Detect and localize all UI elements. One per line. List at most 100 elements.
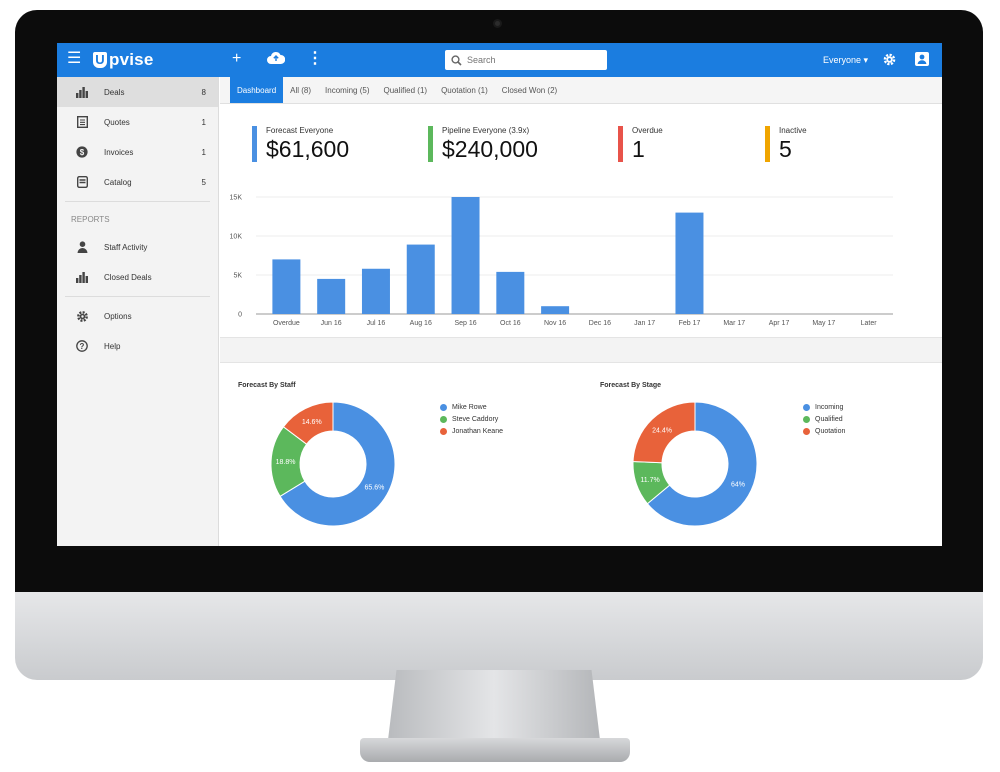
slice-label: 65.6% <box>365 485 385 492</box>
account-icon[interactable] <box>915 52 929 66</box>
sidebar-item-label: Deals <box>104 87 125 97</box>
gear-icon <box>75 309 89 323</box>
legend-dot <box>803 403 810 411</box>
tab-incoming[interactable]: Incoming (5) <box>325 85 370 95</box>
donut-stage-legend: Incoming Qualified Quotation <box>803 401 845 437</box>
kpi-pipeline[interactable]: Pipeline Everyone (3.9x) $240,000 <box>428 126 538 162</box>
sidebar-item-quotes[interactable]: Quotes 1 <box>57 107 218 137</box>
search-input[interactable] <box>467 55 597 65</box>
donut-staff-title: Forecast By Staff <box>238 382 296 389</box>
kpi-value: $61,600 <box>266 136 350 162</box>
legend-item[interactable]: Steve Caddory <box>440 413 503 425</box>
y-tick-label: 15K <box>230 195 243 202</box>
cloud-sync-icon[interactable] <box>267 51 286 70</box>
search-box[interactable] <box>445 50 607 70</box>
legend-label: Quotation <box>815 427 846 435</box>
sidebar-item-count: 5 <box>201 177 206 187</box>
x-tick-label: Dec 16 <box>589 320 611 327</box>
legend-item[interactable]: Qualified <box>803 413 845 425</box>
hamburger-menu-icon[interactable]: ☰ <box>67 50 82 67</box>
bar-chart-icon <box>75 85 89 99</box>
sidebar: Deals 8 Quotes 1 $ Invoices 1 Catalog 5 … <box>57 77 219 546</box>
bar[interactable] <box>272 259 301 314</box>
donut-slice[interactable] <box>282 402 334 445</box>
legend-dot <box>440 415 447 423</box>
tab-closed-won[interactable]: Closed Won (2) <box>501 85 558 95</box>
legend-item[interactable]: Quotation <box>803 425 845 437</box>
sidebar-item-closed-deals[interactable]: Closed Deals <box>57 262 218 292</box>
x-tick-label: Jun 16 <box>321 320 342 327</box>
camera-icon <box>493 19 502 28</box>
legend-label: Incoming <box>815 403 844 411</box>
bar[interactable] <box>541 306 570 314</box>
user-filter-dropdown[interactable]: Everyone ▾ <box>823 55 869 65</box>
monitor-stand-foot <box>360 738 630 762</box>
sidebar-item-staff-activity[interactable]: Staff Activity <box>57 232 218 262</box>
bar[interactable] <box>361 268 390 314</box>
x-tick-label: Jan 17 <box>634 320 655 327</box>
app-logo[interactable]: U pvise <box>93 49 153 71</box>
add-icon[interactable]: + <box>232 50 242 67</box>
logo-word: pvise <box>109 50 154 69</box>
legend-item[interactable]: Incoming <box>803 401 845 413</box>
bar[interactable] <box>451 197 480 314</box>
svg-text:?: ? <box>80 342 85 351</box>
tab-all[interactable]: All (8) <box>290 85 312 95</box>
more-options-icon[interactable]: ⋮ <box>307 50 323 67</box>
sidebar-item-options[interactable]: Options <box>57 301 218 331</box>
legend-label: Mike Rowe <box>452 403 487 411</box>
legend-dot <box>440 427 447 435</box>
x-tick-label: Feb 17 <box>679 320 701 327</box>
kpi-value: 5 <box>779 136 792 162</box>
slice-label: 11.7% <box>640 477 659 484</box>
x-tick-label: Oct 16 <box>500 320 521 327</box>
kpi-label: Inactive <box>779 126 807 135</box>
bar[interactable] <box>317 278 346 314</box>
kpi-inactive[interactable]: Inactive 5 <box>765 126 807 162</box>
forecast-bar-chart: 0 5K 10K 15K Overdue Jun 16 Jul 16 Aug 16 Sep 16… <box>230 195 893 327</box>
sidebar-item-label: Catalog <box>104 177 132 187</box>
bar[interactable] <box>675 212 704 314</box>
sidebar-item-help[interactable]: ? Help <box>57 331 218 361</box>
donut-slice[interactable] <box>646 402 758 527</box>
y-tick-label: 10K <box>230 234 243 241</box>
legend-item[interactable]: Jonathan Keane <box>440 425 503 437</box>
kpi-overdue[interactable]: Overdue 1 <box>618 126 663 162</box>
sidebar-item-invoices[interactable]: $ Invoices 1 <box>57 137 218 167</box>
kpi-forecast[interactable]: Forecast Everyone $61,600 <box>252 126 349 162</box>
tab-qualified[interactable]: Qualified (1) <box>383 85 428 95</box>
catalog-icon <box>75 175 89 189</box>
sidebar-item-label: Help <box>104 341 121 351</box>
x-tick-label: Later <box>861 320 878 327</box>
help-icon: ? <box>75 339 89 353</box>
kpi-value: $240,000 <box>442 136 538 162</box>
legend-item[interactable]: Mike Rowe <box>440 401 503 413</box>
settings-gear-icon[interactable] <box>882 52 897 72</box>
sidebar-item-catalog[interactable]: Catalog 5 <box>57 167 218 197</box>
tab-dashboard[interactable]: Dashboard <box>230 77 284 103</box>
legend-dot <box>803 427 810 435</box>
sidebar-item-deals[interactable]: Deals 8 <box>57 77 218 107</box>
top-bar: ☰ U pvise + ⋮ Everyone ▾ <box>57 43 942 77</box>
sidebar-item-label: Staff Activity <box>104 242 148 252</box>
sidebar-item-label: Options <box>104 311 132 321</box>
kpi-label: Forecast Everyone <box>266 126 334 135</box>
logo-mark: U <box>93 52 107 68</box>
x-tick-label: Mar 17 <box>723 320 745 327</box>
x-tick-label: Jul 16 <box>367 320 386 327</box>
donut-slice[interactable] <box>632 402 696 464</box>
monitor-stand-neck <box>388 670 600 740</box>
donut-slice[interactable] <box>279 402 396 527</box>
donut-chart-staff: 65.6% 18.8% 14.6% <box>270 402 396 527</box>
bar[interactable] <box>496 271 525 314</box>
slice-label: 24.4% <box>652 427 672 434</box>
sidebar-reports-heading: REPORTS <box>71 214 110 224</box>
legend-dot <box>803 415 810 423</box>
monitor-chin <box>15 592 983 680</box>
bar[interactable] <box>406 244 435 314</box>
sidebar-item-count: 8 <box>201 87 206 97</box>
y-tick-label: 5K <box>233 273 242 280</box>
tab-quotation[interactable]: Quotation (1) <box>441 85 488 95</box>
sidebar-divider <box>65 296 210 297</box>
app-screen: ☰ U pvise + ⋮ Everyone ▾ Deals 8 Q <box>57 43 942 546</box>
